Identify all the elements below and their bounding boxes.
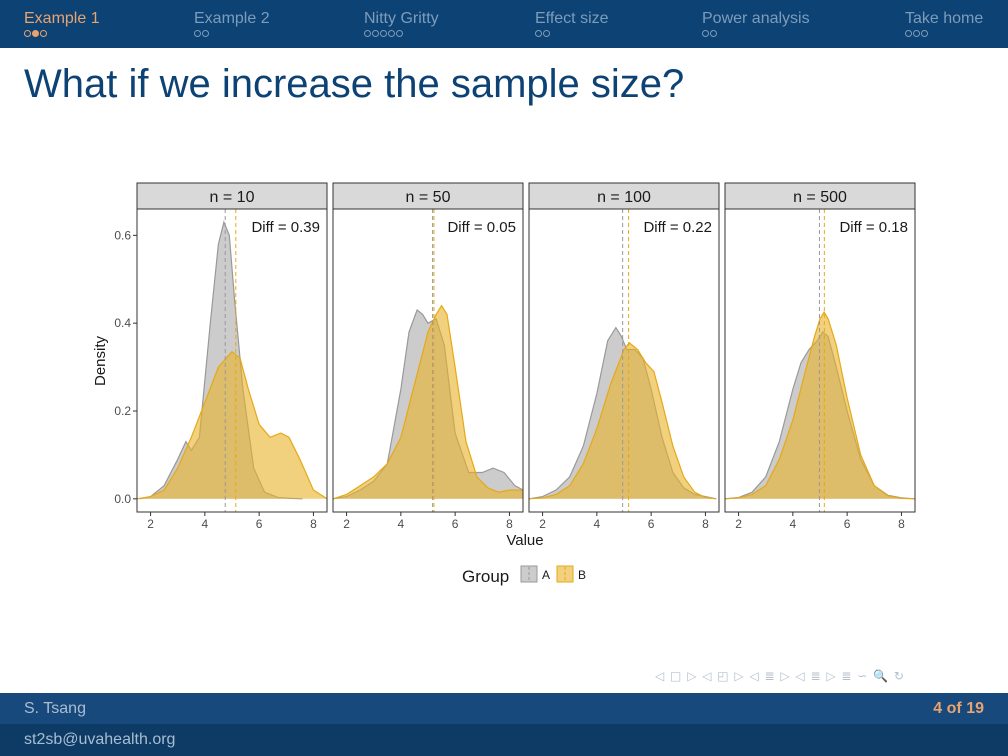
facet-strip — [136, 182, 328, 210]
nav-section-label[interactable]: Take home — [905, 10, 984, 27]
nav-slide-dots — [702, 30, 810, 37]
y-axis-title: Density — [92, 335, 109, 386]
facet-strip — [724, 182, 916, 210]
x-tick-label: 8 — [506, 517, 513, 531]
x-tick-label: 2 — [147, 517, 154, 531]
panel-border — [332, 208, 524, 513]
facet-strip-label: n = 100 — [597, 189, 651, 206]
y-tick-label: 0.4 — [114, 316, 131, 330]
nav-section-effect-size[interactable]: Effect size — [535, 9, 609, 37]
nav-section-nitty-gritty[interactable]: Nitty Gritty — [364, 9, 439, 37]
x-tick-label: 6 — [452, 517, 459, 531]
beamer-navigation-symbols[interactable]: ◁ □ ▷ ◁ ◰ ▷ ◁ ≣ ▷ ◁ ≣ ▷ ≣ ∽ 🔍 ↻ — [655, 669, 905, 683]
nav-section-label[interactable]: Nitty Gritty — [364, 10, 439, 27]
x-tick-label: 4 — [594, 517, 601, 531]
nav-slide-dot[interactable] — [380, 30, 387, 37]
slide-title: What if we increase the sample size? — [24, 62, 685, 106]
nav-slide-dots — [905, 30, 983, 37]
diff-annotation: Diff = 0.05 — [447, 219, 516, 236]
density-line-group-b — [332, 304, 523, 500]
nav-slide-dot[interactable] — [364, 30, 371, 37]
nav-section-take-home[interactable]: Take home — [905, 9, 983, 37]
nav-section-label[interactable]: Example 1 — [24, 10, 100, 27]
nav-slide-dot[interactable] — [202, 30, 209, 37]
footer-page-number: 4 of 19 — [933, 700, 984, 718]
nav-slide-dot[interactable] — [535, 30, 542, 37]
y-tick-label: 0.0 — [114, 492, 131, 506]
nav-slide-dot[interactable] — [194, 30, 201, 37]
nav-slide-dot[interactable] — [396, 30, 403, 37]
nav-slide-dot[interactable] — [913, 30, 920, 37]
density-line-group-b — [724, 311, 916, 500]
footer-band-bottom — [0, 724, 1008, 756]
y-tick-label: 0.6 — [114, 228, 131, 242]
x-tick-label: 4 — [398, 517, 405, 531]
x-tick-label: 8 — [898, 517, 905, 531]
nav-slide-dot[interactable] — [40, 30, 47, 37]
x-tick-label: 8 — [310, 517, 317, 531]
nav-slide-dot[interactable] — [710, 30, 717, 37]
nav-section-power-analysis[interactable]: Power analysis — [702, 9, 810, 37]
footer-author: S. Tsang — [24, 700, 86, 717]
x-tick-label: 6 — [648, 517, 655, 531]
density-area-group-a — [139, 222, 303, 499]
diff-annotation: Diff = 0.39 — [251, 219, 320, 236]
nav-section-label[interactable]: Effect size — [535, 10, 609, 27]
nav-slide-dot[interactable] — [905, 30, 912, 37]
nav-slide-dot[interactable] — [543, 30, 550, 37]
facet-strip — [528, 182, 720, 210]
nav-slide-dots — [194, 30, 270, 37]
nav-slide-dots — [24, 30, 100, 37]
footer-email: st2sb@uvahealth.org — [24, 731, 176, 748]
page-total: 19 — [966, 700, 984, 717]
diff-annotation: Diff = 0.18 — [839, 219, 908, 236]
x-tick-label: 6 — [256, 517, 263, 531]
nav-slide-dot[interactable] — [388, 30, 395, 37]
legend-label-group-a: A — [542, 568, 550, 582]
density-area-group-b — [333, 305, 523, 499]
x-tick-label: 4 — [790, 517, 797, 531]
panel-border — [724, 208, 916, 513]
density-line-group-b — [528, 342, 717, 500]
x-tick-label: 2 — [735, 517, 742, 531]
facet-strip-label: n = 50 — [406, 189, 451, 206]
diff-annotation: Diff = 0.22 — [643, 219, 712, 236]
panel-border — [528, 208, 720, 513]
x-tick-label: 6 — [844, 517, 851, 531]
nav-slide-dot[interactable] — [702, 30, 709, 37]
density-area-group-b — [137, 351, 327, 499]
nav-slide-dot[interactable] — [24, 30, 31, 37]
y-tick-label: 0.2 — [114, 404, 131, 418]
nav-slide-dots — [364, 30, 439, 37]
nav-section-example-1[interactable]: Example 1 — [24, 9, 100, 37]
x-tick-label: 4 — [202, 517, 209, 531]
nav-slide-dots — [535, 30, 609, 37]
facet-strip — [332, 182, 524, 210]
legend-label-group-b: B — [578, 568, 586, 582]
x-tick-label: 2 — [343, 517, 350, 531]
page-separator: of — [946, 700, 962, 717]
facet-strip-label: n = 500 — [793, 189, 847, 206]
footer-band-top — [0, 693, 1008, 724]
density-area-group-b — [725, 312, 915, 499]
nav-slide-dot-current[interactable] — [32, 30, 39, 37]
page-current: 4 — [933, 700, 943, 717]
x-tick-label: 2 — [539, 517, 546, 531]
x-tick-label: 8 — [702, 517, 709, 531]
panel-border — [136, 208, 328, 513]
nav-slide-dot[interactable] — [372, 30, 379, 37]
nav-section-example-2[interactable]: Example 2 — [194, 9, 270, 37]
facet-strip-label: n = 10 — [210, 189, 255, 206]
nav-section-label[interactable]: Power analysis — [702, 10, 810, 27]
nav-section-label[interactable]: Example 2 — [194, 10, 270, 27]
legend-title: Group — [462, 567, 509, 586]
density-line-group-b — [136, 350, 328, 500]
x-axis-title: Value — [506, 532, 543, 549]
section-navigation-bar: Example 1 Example 2 Nitty Gritty Effect … — [0, 0, 1008, 48]
nav-slide-dot[interactable] — [921, 30, 928, 37]
